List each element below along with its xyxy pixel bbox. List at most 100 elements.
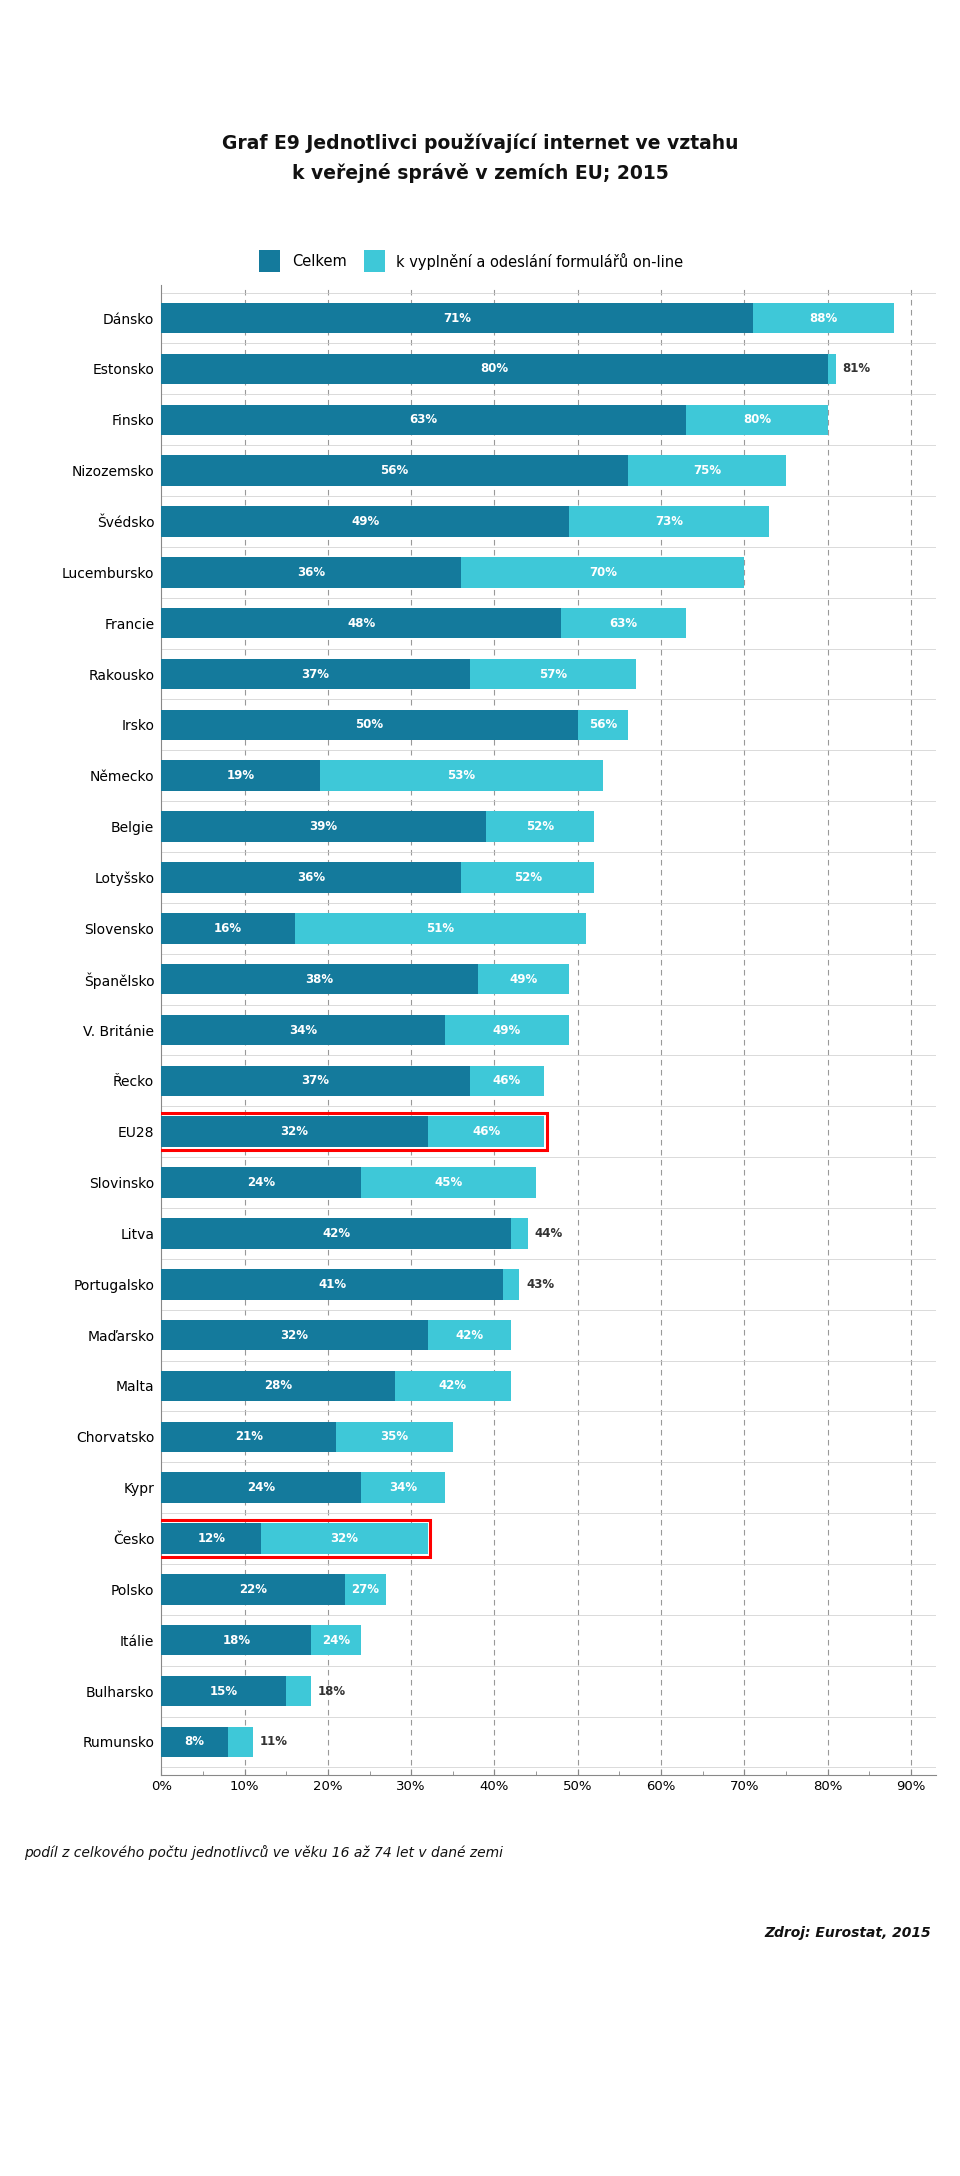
Text: 63%: 63% [610, 616, 637, 629]
Text: 36%: 36% [298, 566, 325, 579]
Bar [161, 1269, 503, 1299]
Text: 75%: 75% [693, 463, 721, 477]
Text: Zdroj: Eurostat, 2015: Zdroj: Eurostat, 2015 [764, 1926, 931, 1939]
Text: Graf E9 Jednotlivci používající internet ve vztahu
k veřejné správě v zemích EU;: Graf E9 Jednotlivci používající internet… [222, 133, 738, 183]
Bar [161, 862, 594, 892]
Bar [161, 659, 469, 690]
Bar [161, 1166, 361, 1197]
Text: 32%: 32% [280, 1330, 308, 1343]
Bar [161, 964, 569, 994]
Bar [161, 355, 828, 385]
Text: 80%: 80% [480, 363, 509, 376]
Text: 52%: 52% [514, 870, 541, 883]
Text: 57%: 57% [539, 668, 566, 681]
Bar [161, 1066, 544, 1097]
Text: 44%: 44% [535, 1227, 563, 1240]
Text: 52%: 52% [526, 820, 554, 833]
Text: 42%: 42% [455, 1330, 484, 1343]
Text: 49%: 49% [351, 516, 379, 529]
Bar [161, 405, 828, 435]
Text: 34%: 34% [289, 1023, 317, 1036]
Bar [161, 812, 594, 842]
Bar [161, 1421, 453, 1451]
Text: 24%: 24% [247, 1482, 276, 1495]
Text: 38%: 38% [305, 973, 334, 986]
Text: 32%: 32% [330, 1532, 358, 1545]
Bar [161, 355, 836, 385]
Text: 46%: 46% [472, 1125, 500, 1138]
Bar [161, 709, 578, 740]
Bar [161, 759, 603, 792]
Bar [161, 1219, 511, 1249]
Bar [161, 1523, 261, 1554]
Bar [161, 862, 461, 892]
Text: 70%: 70% [588, 566, 616, 579]
Text: 18%: 18% [318, 1684, 346, 1697]
Text: 16%: 16% [214, 923, 242, 936]
Text: 49%: 49% [510, 973, 538, 986]
Text: 45%: 45% [435, 1175, 463, 1188]
Bar [161, 709, 628, 740]
Bar [161, 812, 486, 842]
Bar [161, 1371, 511, 1401]
Bar [161, 1219, 528, 1249]
Bar [161, 1014, 569, 1044]
Text: 37%: 37% [301, 668, 329, 681]
Bar [161, 1166, 536, 1197]
Text: 21%: 21% [235, 1430, 263, 1443]
Text: 53%: 53% [447, 770, 475, 781]
Text: 41%: 41% [318, 1277, 347, 1290]
Bar [161, 659, 636, 690]
Text: 12%: 12% [197, 1532, 226, 1545]
Text: 46%: 46% [492, 1075, 521, 1088]
Text: 42%: 42% [323, 1227, 350, 1240]
Text: 19%: 19% [227, 770, 254, 781]
Bar [161, 1116, 428, 1147]
Text: 24%: 24% [323, 1634, 350, 1647]
Bar [161, 557, 744, 588]
Text: 35%: 35% [380, 1430, 409, 1443]
Bar [161, 1421, 336, 1451]
Bar [161, 455, 786, 485]
Text: 48%: 48% [348, 616, 375, 629]
Text: Celkem: Celkem [292, 252, 347, 268]
Bar [161, 1371, 395, 1401]
Bar [161, 1728, 228, 1758]
Bar [161, 1269, 519, 1299]
Bar [161, 1473, 444, 1504]
Bar [161, 1473, 361, 1504]
Bar [159, 1521, 430, 1556]
Bar [161, 455, 628, 485]
Bar [161, 507, 569, 537]
Text: 36%: 36% [298, 870, 325, 883]
Bar [161, 964, 478, 994]
Text: 24%: 24% [247, 1175, 276, 1188]
Text: 8%: 8% [184, 1736, 204, 1750]
Text: 18%: 18% [222, 1634, 251, 1647]
Text: 71%: 71% [443, 311, 471, 324]
Bar [161, 1321, 428, 1351]
Text: 42%: 42% [439, 1380, 467, 1393]
Text: 56%: 56% [380, 463, 409, 477]
Bar [161, 1321, 511, 1351]
Text: 56%: 56% [588, 718, 617, 731]
Bar [161, 1676, 311, 1706]
Bar [161, 914, 587, 944]
Bar [161, 1116, 544, 1147]
Text: 28%: 28% [264, 1380, 292, 1393]
Text: 81%: 81% [843, 363, 871, 376]
Bar [161, 302, 895, 333]
Text: 37%: 37% [301, 1075, 329, 1088]
Text: 50%: 50% [355, 718, 384, 731]
Bar [161, 405, 686, 435]
Bar [161, 1573, 345, 1604]
Text: 51%: 51% [426, 923, 454, 936]
Text: 34%: 34% [389, 1482, 417, 1495]
Text: 27%: 27% [351, 1582, 379, 1595]
Bar [161, 1066, 469, 1097]
Bar [161, 1625, 361, 1656]
Bar [364, 250, 385, 272]
Text: 80%: 80% [743, 413, 771, 426]
Text: 11%: 11% [259, 1736, 288, 1750]
Text: 88%: 88% [809, 311, 838, 324]
